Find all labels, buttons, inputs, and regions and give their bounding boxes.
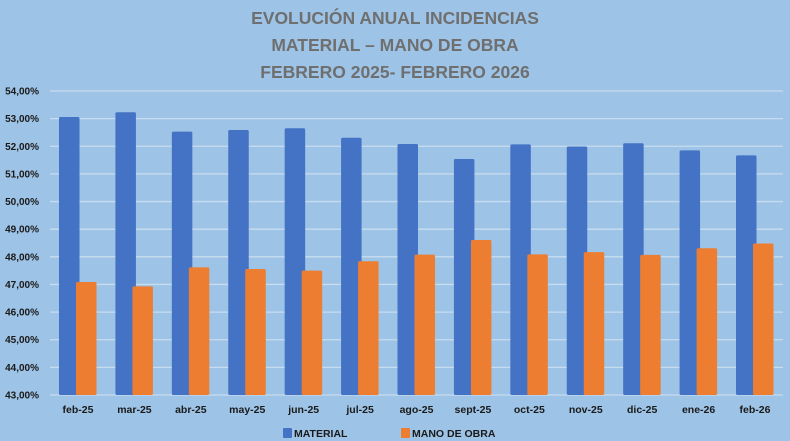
chart-title-line-2: MATERIAL – MANO DE OBRA [271,35,519,55]
y-tick-label: 54,00% [5,87,39,98]
x-tick-label: abr-25 [175,404,207,416]
y-tick-label: 46,00% [5,308,39,319]
y-tick-label: 51,00% [5,169,39,180]
legend: MATERIAL MANO DE OBRA [283,428,496,440]
y-tick-label: 44,00% [5,363,39,374]
bar-mano-de-obra-mar-25 [132,286,153,395]
legend-item-mano-de-obra[interactable]: MANO DE OBRA [401,428,496,440]
bar-mano-de-obra-feb-25 [76,281,97,395]
bar-material-dic-25 [623,143,644,395]
y-axis-ticks: 43,00% 44,00% 45,00% 46,00% 47,00% 48,00% 49,0… [5,87,39,402]
y-tick-label: 43,00% [5,391,39,402]
x-tick-label: nov-25 [569,404,603,416]
legend-swatch-mano-de-obra [401,428,410,438]
y-tick-label: 49,00% [5,225,39,236]
x-tick-label: feb-26 [740,404,771,416]
bar-mano-de-obra-ene-26 [696,248,718,395]
bar-material-mar-25 [115,112,136,395]
chart-title-line-1: EVOLUCIÓN ANUAL INCIDENCIAS [251,7,539,28]
legend-label-material: MATERIAL [294,428,348,440]
bar-material-jun-25 [284,128,306,396]
y-tick-label: 45,00% [5,335,39,346]
bar-material-feb-25 [59,116,80,395]
bar-material-abr-25 [171,131,193,395]
bar-material-jul-25 [341,137,362,396]
bar-mano-de-obra-dic-25 [640,254,661,395]
x-tick-label: mar-25 [117,404,152,416]
bar-material-sept-25 [453,158,475,395]
y-tick-label: 47,00% [5,280,39,291]
bar-material-nov-25 [566,146,588,395]
x-tick-label: ene-26 [682,404,715,416]
x-tick-label: jun-25 [287,404,319,416]
chart-title-line-3: FEBRERO 2025- FEBRERO 2026 [260,62,530,82]
legend-label-mano-de-obra: MANO DE OBRA [412,428,496,440]
y-tick-label: 48,00% [5,252,39,263]
bar-mano-de-obra-sept-25 [470,239,492,395]
bars [59,112,774,396]
x-tick-label: sept-25 [455,404,492,416]
bar-mano-de-obra-nov-25 [583,252,605,395]
y-tick-label: 53,00% [5,114,39,125]
y-tick-label: 52,00% [5,142,39,153]
bar-material-may-25 [228,129,249,395]
bar-material-ene-26 [679,150,701,395]
bar-material-oct-25 [510,144,531,395]
bar-mano-de-obra-oct-25 [527,254,548,395]
x-tick-label: feb-25 [63,404,94,416]
bar-mano-de-obra-ago-25 [414,254,435,395]
x-tick-label: jul-25 [345,404,374,416]
y-tick-label: 50,00% [5,197,39,208]
x-axis-labels: feb-25 mar-25 abr-25 may-25 jun-25 jul-25 ago-… [63,404,771,416]
x-tick-label: dic-25 [627,404,658,416]
bar-material-ago-25 [397,144,418,395]
x-tick-label: ago-25 [400,404,434,416]
chart-title: EVOLUCIÓN ANUAL INCIDENCIAS MATERIAL – M… [251,7,539,82]
legend-item-material[interactable]: MATERIAL [283,428,348,440]
bar-mano-de-obra-may-25 [245,268,266,395]
bar-mano-de-obra-abr-25 [188,267,210,395]
x-tick-label: oct-25 [514,404,545,416]
x-tick-label: may-25 [229,404,265,416]
legend-swatch-material [283,428,292,438]
bar-mano-de-obra-jul-25 [358,261,379,395]
bar-mano-de-obra-jun-25 [301,270,323,395]
bar-mano-de-obra-feb-26 [753,243,774,395]
bar-material-feb-26 [736,155,757,395]
